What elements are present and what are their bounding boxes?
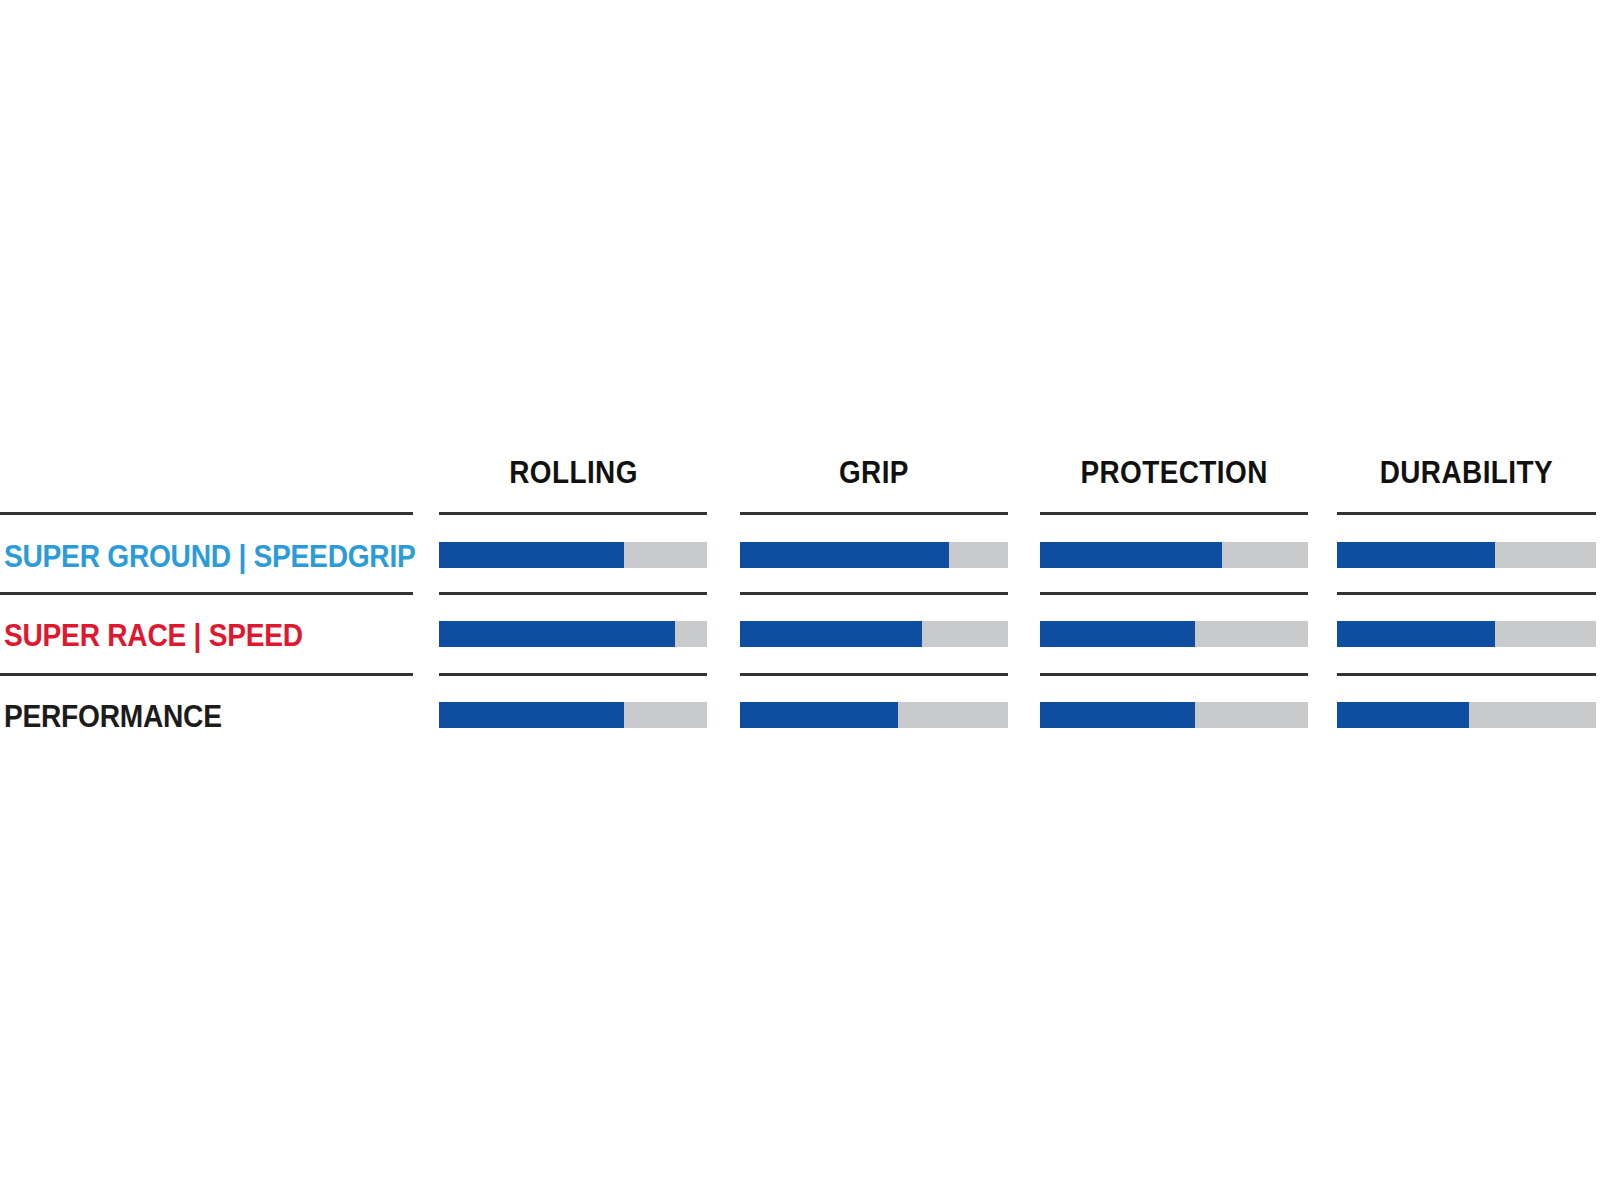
row-label-super-race-speed: SUPER RACE | SPEED (4, 618, 413, 652)
bar-track-performance-grip (740, 702, 1008, 728)
row-label-super-ground-speedgrip-text: SUPER GROUND | SPEEDGRIP (4, 539, 416, 573)
bar-fill-super-race-rolling (439, 621, 675, 647)
bar-fill-performance-grip (740, 702, 898, 728)
row-label-super-race-speed-text: SUPER RACE | SPEED (4, 618, 303, 652)
column-header-protection: PROTECTION (1040, 452, 1308, 494)
divider-row2-grip (740, 673, 1008, 676)
row-label-performance: PERFORMANCE (4, 699, 413, 733)
bar-track-super-race-grip (740, 621, 1008, 647)
row-label-performance-text: PERFORMANCE (4, 699, 222, 733)
divider-header-durability (1337, 512, 1596, 515)
bar-track-performance-rolling (439, 702, 707, 728)
column-header-rolling: ROLLING (439, 452, 707, 494)
bar-track-super-ground-grip (740, 542, 1008, 568)
bar-fill-performance-protection (1040, 702, 1195, 728)
bar-fill-performance-durability (1337, 702, 1469, 728)
divider-row1-label (0, 592, 413, 595)
divider-row2-rolling (439, 673, 707, 676)
divider-row2-label (0, 673, 413, 676)
bar-fill-super-ground-grip (740, 542, 949, 568)
divider-row1-durability (1337, 592, 1596, 595)
bar-track-super-race-durability (1337, 621, 1596, 647)
bar-fill-super-ground-durability (1337, 542, 1495, 568)
divider-row1-grip (740, 592, 1008, 595)
bar-fill-super-ground-rolling (439, 542, 624, 568)
column-header-grip: GRIP (740, 452, 1008, 494)
divider-header-grip (740, 512, 1008, 515)
bar-track-super-ground-rolling (439, 542, 707, 568)
bar-track-performance-protection (1040, 702, 1308, 728)
bar-track-performance-durability (1337, 702, 1596, 728)
bar-fill-super-race-protection (1040, 621, 1195, 647)
row-label-super-ground-speedgrip: SUPER GROUND | SPEEDGRIP (4, 539, 413, 573)
divider-row1-protection (1040, 592, 1308, 595)
bar-fill-performance-rolling (439, 702, 624, 728)
bar-track-super-ground-protection (1040, 542, 1308, 568)
column-header-durability-text: DURABILITY (1380, 452, 1553, 494)
column-header-durability: DURABILITY (1337, 452, 1596, 494)
divider-header-label (0, 512, 413, 515)
divider-row1-rolling (439, 592, 707, 595)
divider-row2-durability (1337, 673, 1596, 676)
column-header-rolling-text: ROLLING (509, 452, 638, 494)
divider-row2-protection (1040, 673, 1308, 676)
bar-fill-super-race-grip (740, 621, 922, 647)
tire-comparison-chart: ROLLING GRIP PROTECTION DURABILITY SUPER… (0, 0, 1600, 1200)
divider-header-protection (1040, 512, 1308, 515)
bar-track-super-race-protection (1040, 621, 1308, 647)
column-header-grip-text: GRIP (839, 452, 909, 494)
divider-header-rolling (439, 512, 707, 515)
column-header-protection-text: PROTECTION (1080, 452, 1267, 494)
bar-track-super-ground-durability (1337, 542, 1596, 568)
bar-fill-super-ground-protection (1040, 542, 1222, 568)
bar-fill-super-race-durability (1337, 621, 1495, 647)
bar-track-super-race-rolling (439, 621, 707, 647)
